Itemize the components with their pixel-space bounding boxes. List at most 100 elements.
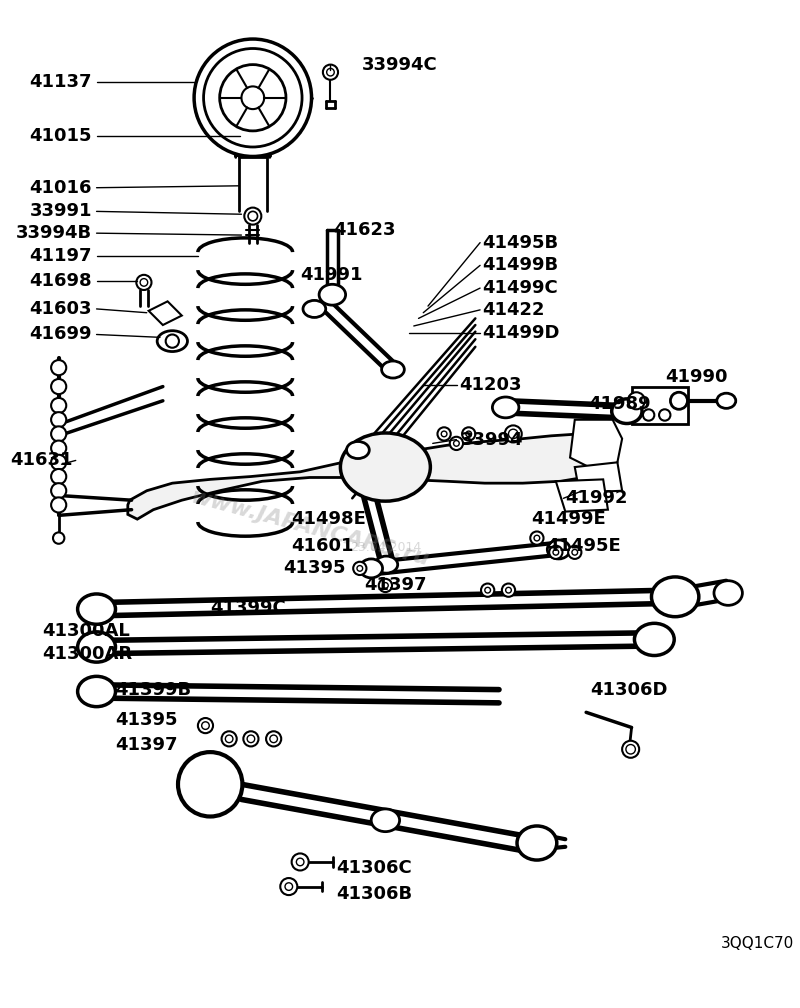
Circle shape [222, 731, 237, 746]
Circle shape [378, 579, 392, 592]
Ellipse shape [634, 623, 674, 655]
Circle shape [51, 440, 66, 456]
Text: 41699: 41699 [30, 326, 92, 344]
Text: 41399B: 41399B [115, 680, 192, 699]
Text: 41603: 41603 [30, 300, 92, 318]
Circle shape [502, 584, 515, 597]
Circle shape [509, 429, 518, 438]
Circle shape [534, 535, 540, 541]
Text: 41698: 41698 [30, 271, 92, 289]
Circle shape [485, 588, 490, 593]
Text: 41397: 41397 [115, 736, 178, 754]
Text: 41306C: 41306C [336, 859, 412, 877]
Circle shape [140, 278, 148, 286]
Ellipse shape [612, 399, 642, 423]
Circle shape [242, 87, 264, 109]
Ellipse shape [670, 392, 687, 409]
Circle shape [296, 858, 304, 866]
Ellipse shape [651, 577, 699, 617]
Text: 33994: 33994 [461, 430, 524, 449]
Circle shape [51, 469, 66, 484]
Text: 41399C: 41399C [210, 599, 286, 617]
Circle shape [285, 883, 293, 890]
Text: 41015: 41015 [30, 127, 92, 144]
Circle shape [442, 431, 447, 436]
Circle shape [353, 561, 366, 575]
Text: 41601: 41601 [290, 536, 353, 554]
Polygon shape [570, 419, 622, 472]
Text: 3QQ1C70: 3QQ1C70 [721, 935, 794, 951]
Ellipse shape [78, 676, 115, 707]
Circle shape [226, 735, 233, 743]
Text: 41499C: 41499C [482, 279, 558, 297]
Circle shape [198, 718, 213, 733]
Polygon shape [128, 433, 618, 519]
Polygon shape [149, 301, 182, 325]
Circle shape [462, 427, 475, 440]
Circle shape [194, 39, 311, 156]
Ellipse shape [628, 392, 645, 409]
Text: 41499D: 41499D [482, 324, 559, 342]
Ellipse shape [517, 826, 557, 860]
Text: 41631: 41631 [10, 452, 73, 470]
Text: 41989: 41989 [588, 394, 650, 412]
Text: 41992: 41992 [566, 489, 628, 507]
Circle shape [203, 48, 302, 147]
Circle shape [505, 425, 522, 443]
Circle shape [51, 497, 66, 512]
Text: 41197: 41197 [30, 247, 92, 265]
Circle shape [136, 275, 151, 290]
Text: 41300AL: 41300AL [42, 622, 130, 640]
Ellipse shape [319, 284, 346, 305]
Text: 41498E: 41498E [290, 510, 366, 528]
Ellipse shape [157, 331, 187, 352]
Circle shape [357, 565, 362, 572]
Ellipse shape [360, 558, 382, 578]
Text: 41137: 41137 [30, 73, 92, 91]
Circle shape [51, 379, 66, 394]
Ellipse shape [547, 540, 570, 558]
Circle shape [550, 545, 562, 558]
Text: 41990: 41990 [665, 368, 727, 386]
Circle shape [244, 208, 262, 225]
Polygon shape [574, 463, 622, 493]
Text: 41499B: 41499B [482, 256, 558, 274]
Circle shape [166, 335, 179, 348]
Circle shape [622, 741, 639, 758]
Circle shape [466, 431, 471, 436]
Circle shape [326, 69, 334, 76]
Text: 41623: 41623 [334, 222, 396, 239]
Circle shape [659, 409, 670, 420]
Circle shape [202, 722, 210, 730]
Text: 41306D: 41306D [590, 680, 667, 699]
Circle shape [506, 588, 511, 593]
Circle shape [51, 412, 66, 427]
Ellipse shape [78, 594, 115, 624]
Text: 41306B: 41306B [336, 885, 412, 903]
Circle shape [626, 745, 635, 754]
Circle shape [572, 549, 578, 555]
Circle shape [53, 532, 64, 543]
Text: 41397: 41397 [365, 577, 427, 595]
Circle shape [51, 426, 66, 442]
Circle shape [450, 436, 463, 450]
Polygon shape [556, 480, 608, 512]
Circle shape [553, 549, 558, 555]
Circle shape [382, 583, 388, 589]
Ellipse shape [78, 632, 115, 662]
Ellipse shape [375, 556, 398, 574]
Circle shape [243, 731, 258, 746]
Circle shape [248, 212, 258, 221]
Text: 41495B: 41495B [482, 234, 558, 252]
Circle shape [323, 65, 338, 80]
Circle shape [438, 427, 450, 440]
Circle shape [270, 735, 278, 743]
Text: 33991: 33991 [30, 203, 92, 221]
Circle shape [292, 854, 309, 871]
Text: 33994B: 33994B [16, 224, 92, 242]
Ellipse shape [717, 393, 736, 408]
Circle shape [280, 878, 298, 895]
Text: 41016: 41016 [30, 178, 92, 197]
Ellipse shape [346, 442, 370, 459]
Polygon shape [631, 387, 689, 424]
